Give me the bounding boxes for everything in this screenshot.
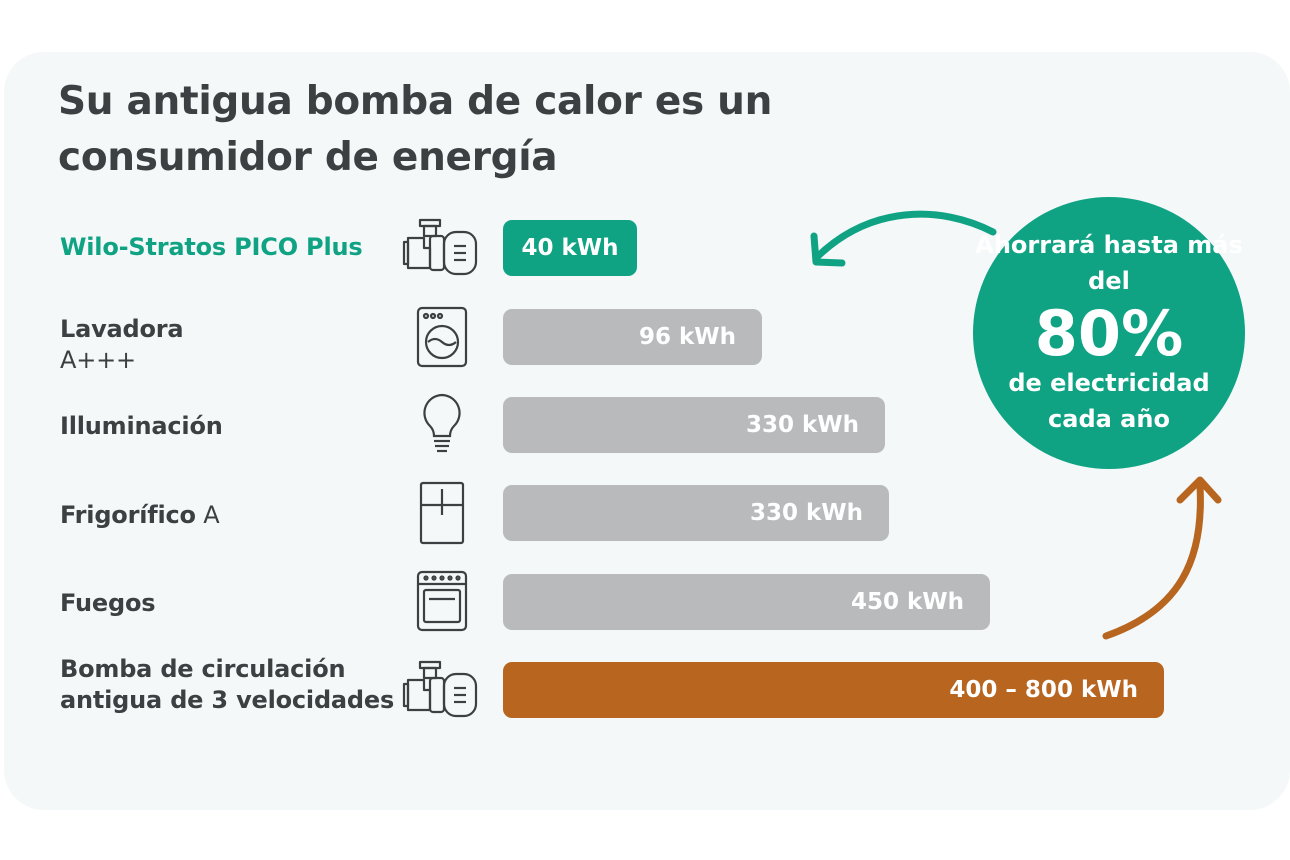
chart-bar: 40 kWh bbox=[503, 220, 637, 276]
chart-bar: 400 – 800 kWh bbox=[503, 662, 1164, 718]
row-label-text: Lavadora bbox=[60, 315, 184, 343]
chart-bar: 330 kWh bbox=[503, 485, 889, 541]
chart-bar: 96 kWh bbox=[503, 309, 762, 365]
row-label: Wilo-Stratos PICO Plus bbox=[60, 232, 390, 263]
light-bulb-icon bbox=[402, 393, 482, 457]
row-label-text: Illuminación bbox=[60, 412, 223, 440]
pump-icon bbox=[402, 216, 482, 280]
bar-value-label: 40 kWh bbox=[521, 235, 619, 261]
page-title: Su antigua bomba de calor es un consumid… bbox=[58, 79, 773, 180]
row-label-text: Frigorífico bbox=[60, 501, 196, 529]
bar-value-label: 330 kWh bbox=[745, 412, 859, 438]
row-label: Illuminación bbox=[60, 411, 390, 442]
washing-machine-icon bbox=[402, 305, 482, 369]
pump-icon bbox=[402, 658, 482, 722]
row-label: Lavadora A+++ bbox=[60, 314, 390, 376]
row-label-text: Wilo-Stratos PICO Plus bbox=[60, 233, 363, 261]
row-label: Frigorífico A bbox=[60, 500, 390, 531]
row-label-suffix: A bbox=[195, 501, 220, 529]
row-label-text: Fuegos bbox=[60, 589, 156, 617]
bar-value-label: 330 kWh bbox=[749, 500, 863, 526]
chart-bar: 450 kWh bbox=[503, 574, 990, 630]
stove-icon bbox=[402, 570, 482, 634]
row-label-text: Bomba de circulación antigua de 3 veloci… bbox=[60, 655, 395, 714]
bar-value-label: 96 kWh bbox=[638, 324, 736, 350]
fridge-icon bbox=[402, 481, 482, 545]
chart-bar: 330 kWh bbox=[503, 397, 885, 453]
row-label: Fuegos bbox=[60, 588, 390, 619]
bar-value-label: 400 – 800 kWh bbox=[949, 677, 1138, 703]
row-label-sub: A+++ bbox=[60, 346, 136, 374]
badge-text-bottom: de electricidad cada año bbox=[1008, 369, 1210, 433]
row-label: Bomba de circulación antigua de 3 veloci… bbox=[60, 654, 400, 716]
badge-percentage: 80% bbox=[1034, 297, 1184, 370]
savings-badge: Ahorrará hasta más del 80% de electricid… bbox=[973, 197, 1245, 469]
badge-text-top: Ahorrará hasta más del bbox=[975, 231, 1243, 295]
bar-value-label: 450 kWh bbox=[850, 589, 964, 615]
